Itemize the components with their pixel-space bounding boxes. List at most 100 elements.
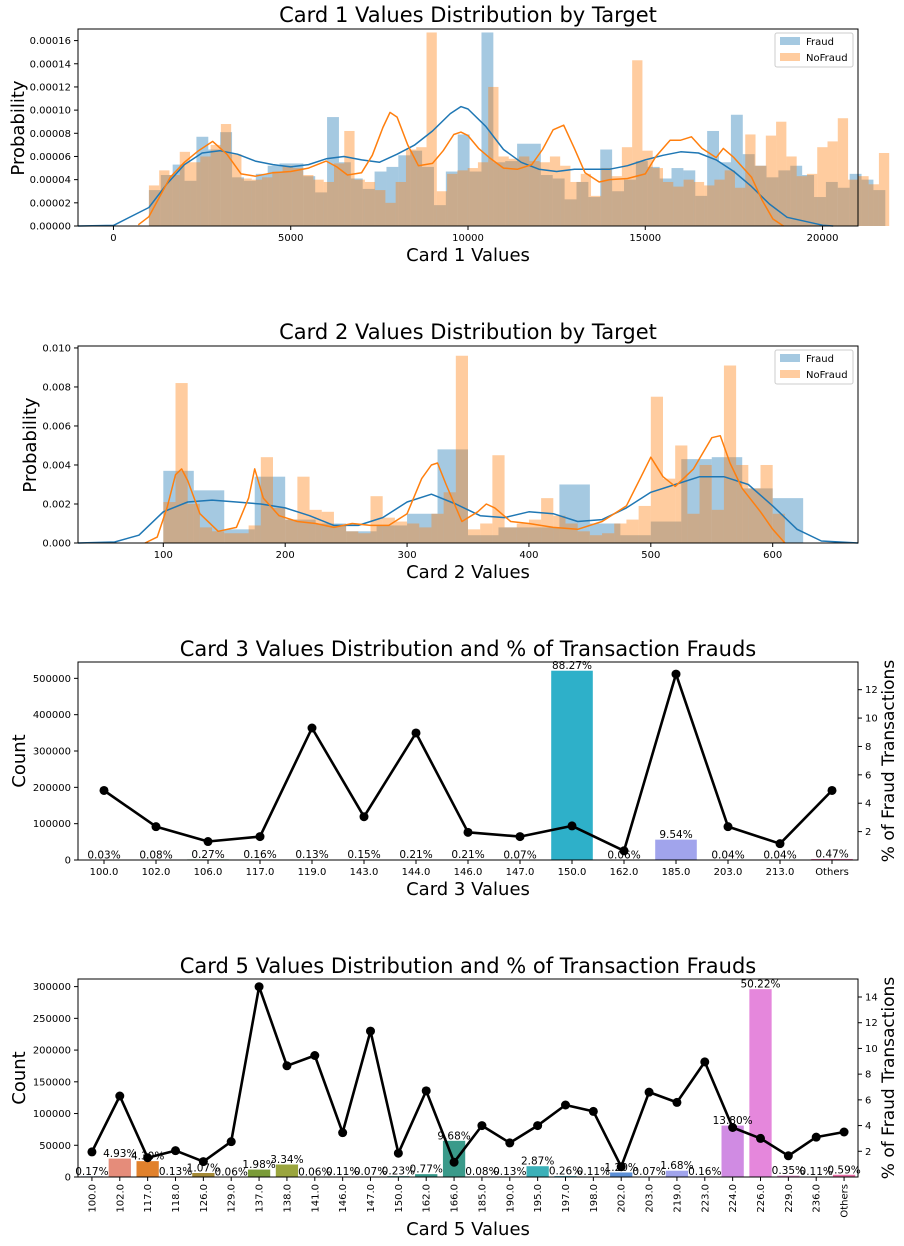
fraud-percent-point — [827, 785, 837, 795]
x-tick-label: 185.0 — [477, 1184, 488, 1213]
x-tick-label: 0 — [110, 233, 116, 244]
x-axis-label: Card 2 Values — [406, 562, 530, 583]
histogram-bar-nofraud — [652, 168, 663, 226]
fraud-percent-point — [672, 1097, 682, 1107]
count-bar — [415, 1174, 438, 1177]
bar-percent-label: 9.54% — [659, 829, 692, 841]
histogram-bar-nofraud — [313, 179, 324, 226]
x-tick-label: 137.0 — [255, 1184, 266, 1213]
histogram-bar-nofraud — [179, 151, 191, 226]
y-tick-label: 0.00000 — [30, 222, 71, 233]
x-tick-label: 190.0 — [505, 1184, 516, 1213]
x-tick-label: 117.0 — [143, 1184, 154, 1213]
histogram-bar-nofraud — [560, 165, 571, 226]
bar-percent-label: 0.59% — [827, 1164, 860, 1176]
histogram-bar-nofraud — [704, 185, 715, 226]
histogram-bar-fraud — [766, 177, 779, 226]
y-tick-label: 400000 — [33, 710, 71, 721]
histogram-bar-fraud — [528, 527, 560, 543]
x-tick-label: 117.0 — [246, 867, 275, 878]
y2-tick-label: 12 — [865, 685, 878, 696]
y2-tick-label: 6 — [865, 1095, 871, 1106]
histogram-bar-fraud — [346, 531, 377, 543]
count-bar — [108, 1158, 131, 1177]
histogram-bar-fraud — [445, 171, 458, 226]
histogram-bar-nofraud — [621, 147, 633, 226]
histogram-bar-nofraud — [282, 165, 293, 226]
panel-card3: 0.03% 0.08% 0.27% 0.16% 0.13% 0.15% 0.21% 0.21%… — [9, 637, 899, 900]
y-tick-label: 0.00010 — [30, 106, 71, 117]
histogram-bar-nofraud — [382, 517, 395, 543]
histogram-bar-fraud — [232, 177, 244, 226]
x-tick-label: 203.0 — [714, 867, 743, 878]
histogram-bar-nofraud — [663, 181, 674, 226]
histogram-bar-nofraud — [611, 176, 622, 226]
x-tick-label: 150.0 — [394, 1184, 405, 1213]
fraud-percent-point — [723, 822, 733, 832]
histogram-bar-nofraud — [159, 170, 170, 226]
histogram-bar-fraud — [303, 176, 316, 226]
legend-label-fraud: Fraud — [806, 354, 834, 365]
chart-title: Card 3 Values Distribution and % of Tran… — [180, 637, 757, 661]
fraud-percent-point — [255, 832, 265, 842]
fraud-percent-point — [775, 839, 785, 849]
y-tick-label: 300000 — [33, 982, 71, 993]
histogram-bar-nofraud — [426, 32, 437, 226]
histogram-bar-nofraud — [858, 176, 869, 226]
histogram-bar-nofraud — [344, 130, 355, 226]
x-tick-label: 203.0 — [645, 1184, 656, 1213]
histogram-bar-nofraud — [714, 179, 725, 226]
histogram-bar-fraud — [386, 166, 399, 226]
x-tick-label: 229.0 — [784, 1184, 795, 1213]
y2-tick-label: 10 — [865, 714, 878, 725]
count-bar — [777, 1175, 800, 1177]
histogram-bar-nofraud — [358, 533, 371, 543]
bar-percent-label: 0.04% — [711, 849, 744, 861]
bar-percent-label: 0.23% — [382, 1166, 415, 1178]
histogram-bar-nofraud — [455, 355, 468, 543]
histogram-bar-fraud — [243, 180, 256, 226]
y-tick-label: 150000 — [33, 1077, 71, 1088]
histogram-bar-fraud — [647, 166, 660, 226]
y-ticks: 0 50000 100000 150000 200000 250000 300000 — [33, 982, 78, 1184]
plot-area — [77, 355, 859, 544]
bar-percent-label: 50.22% — [740, 979, 780, 991]
histogram-bar-fraud — [659, 178, 672, 226]
count-bar — [247, 1169, 271, 1177]
histogram-bar-nofraud — [236, 533, 249, 543]
fraud-percent-point — [393, 1148, 403, 1158]
legend-label-fraud: Fraud — [806, 37, 834, 48]
histogram-bar-nofraud — [638, 505, 651, 543]
histogram-bar-nofraud — [508, 158, 520, 226]
histogram-bar-fraud — [327, 117, 339, 226]
histogram-bar-nofraud — [796, 176, 807, 226]
panel-card1: 0 5000 10000 15000 20000 0.000000.000020.000… — [8, 3, 890, 266]
kde-line-nofraud — [137, 111, 784, 227]
y2-tick-label: 8 — [865, 742, 871, 753]
histogram-bar-fraud — [457, 134, 470, 226]
x-tick-label: 202.0 — [617, 1184, 628, 1213]
histogram-bar-nofraud — [760, 464, 773, 543]
histogram-bar-fraud — [437, 449, 468, 543]
count-bar — [832, 1174, 856, 1177]
y-axis-label: Probability — [20, 397, 41, 492]
y2-tick-label: 2 — [865, 827, 871, 838]
histogram-bar-nofraud — [241, 178, 252, 226]
histogram-bar-fraud — [220, 132, 233, 226]
fraud-percent-point — [421, 1086, 431, 1096]
histogram-bar-fraud — [374, 171, 387, 226]
histogram-bar-fraud — [861, 179, 874, 226]
histogram-bar-fraud — [224, 529, 255, 543]
x-tick-label: 146.0 — [454, 867, 483, 878]
x-tick-label: 129.0 — [227, 1184, 238, 1213]
x-tick-label: 147.0 — [366, 1184, 377, 1213]
histogram-bar-fraud — [193, 490, 225, 543]
kde-line-nofraud — [144, 434, 786, 544]
histogram-bar-nofraud — [498, 156, 509, 226]
histogram-bar-nofraud — [650, 396, 663, 543]
y-tick-label: 100000 — [33, 819, 71, 830]
histogram-bar-nofraud — [626, 519, 639, 543]
histogram-bar-nofraud — [385, 202, 396, 226]
histogram-bar-nofraud — [436, 191, 448, 226]
fraud-percent-point — [477, 1121, 487, 1131]
